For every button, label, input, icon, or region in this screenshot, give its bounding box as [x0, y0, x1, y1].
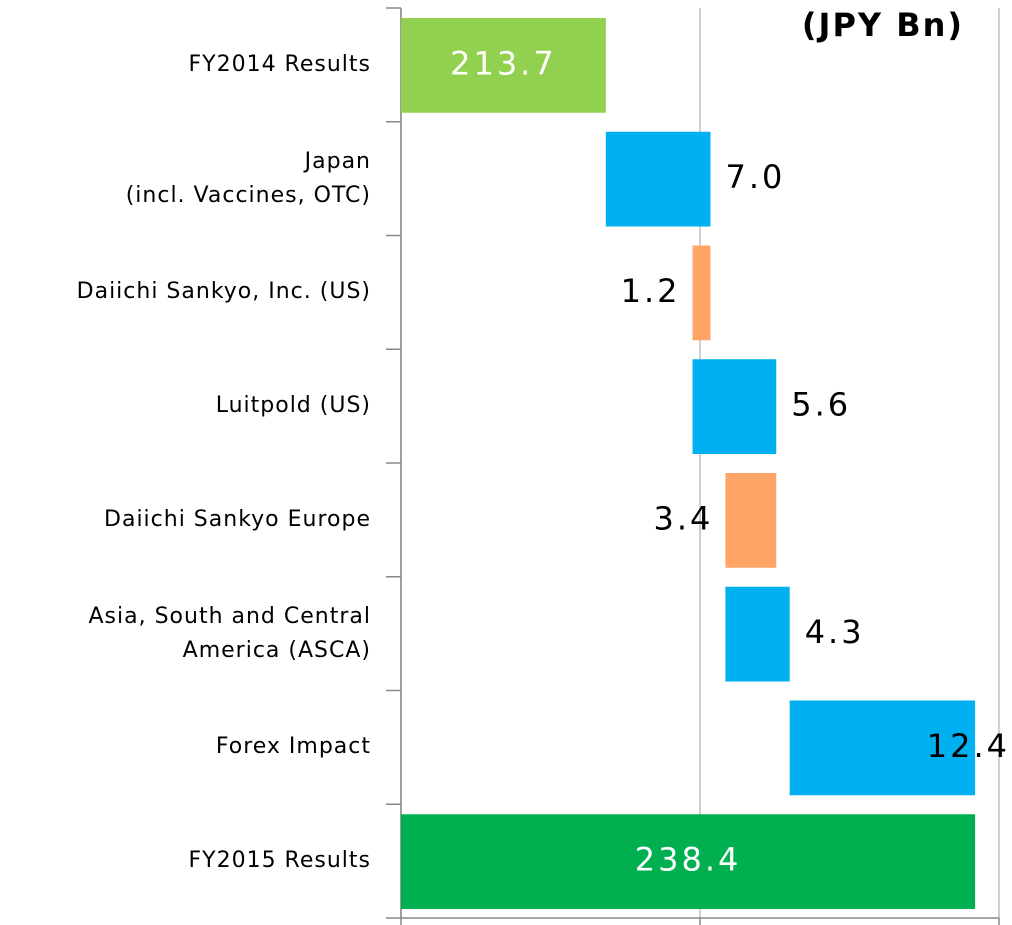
category-label: Daiichi Sankyo Europe — [104, 506, 371, 532]
bar — [725, 473, 777, 568]
value-label: 4.3 — [805, 613, 865, 651]
value-label: 5.6 — [791, 386, 851, 424]
value-label: 1.2 — [621, 272, 681, 310]
category-label: Daiichi Sankyo, Inc. (US) — [76, 279, 371, 305]
value-label: 12.4 — [927, 727, 1010, 765]
category-label: FY2014 Results — [188, 51, 371, 77]
category-label: Luitpold (US) — [215, 393, 371, 419]
value-label: 213.7 — [450, 44, 557, 82]
bar — [605, 131, 711, 227]
category-label: FY2015 Results — [188, 848, 371, 874]
bar — [692, 245, 711, 341]
bar — [725, 586, 790, 682]
bar — [401, 18, 606, 113]
bar — [789, 700, 976, 796]
unit-label: (JPY Bn) — [801, 6, 964, 44]
category-label: Asia, South and Central America (ASCA) — [88, 603, 371, 663]
value-label: 3.4 — [654, 499, 714, 537]
value-label: 7.0 — [725, 158, 785, 196]
category-label: Forex Impact — [215, 734, 371, 760]
bar — [401, 814, 976, 909]
bar — [692, 359, 777, 454]
category-label: Japan (incl. Vaccines, OTC) — [125, 148, 371, 208]
value-label: 238.4 — [635, 841, 742, 879]
